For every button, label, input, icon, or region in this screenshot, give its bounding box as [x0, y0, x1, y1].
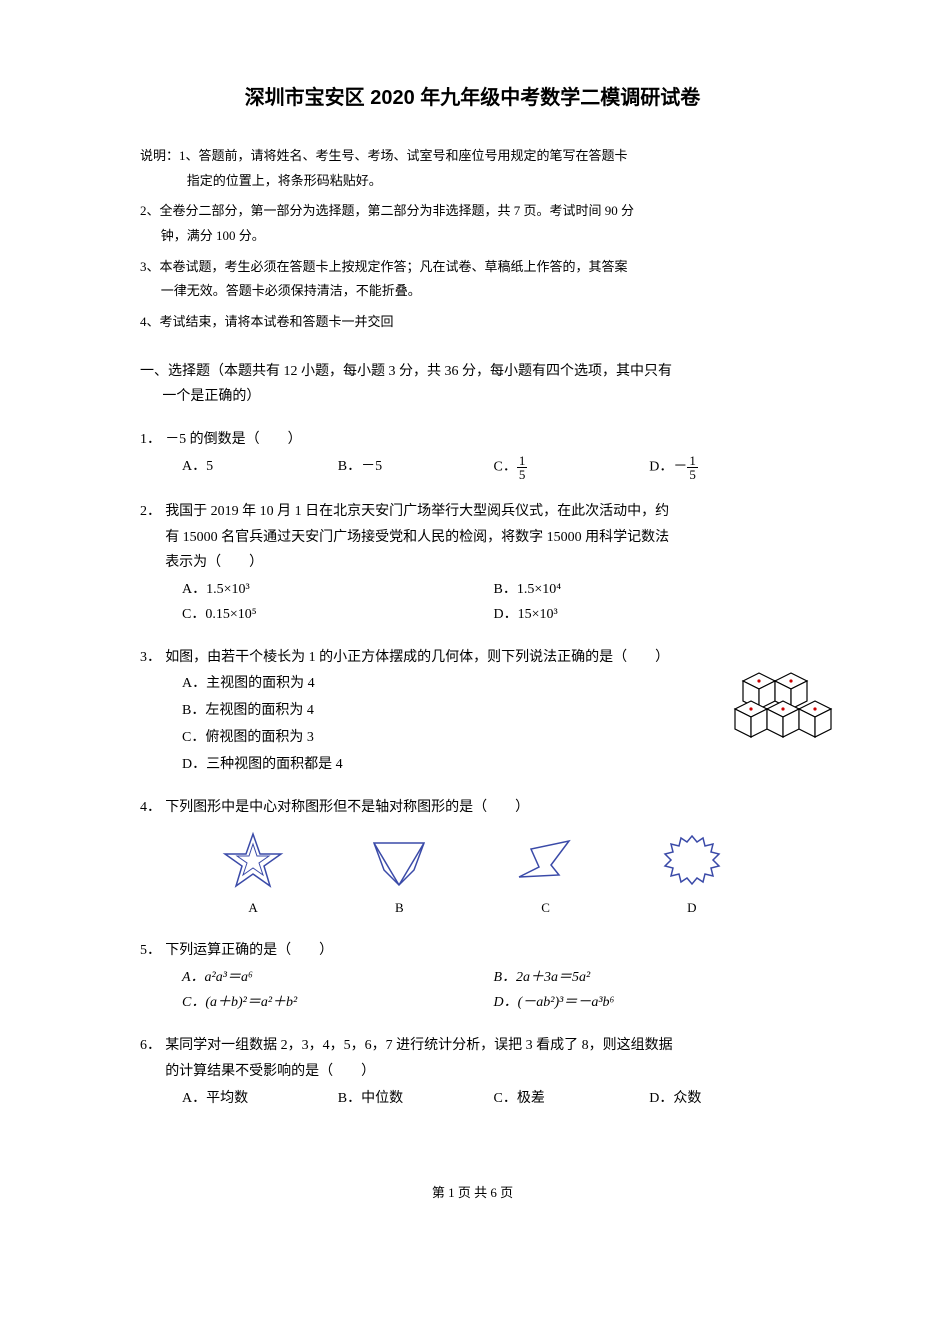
instruction-3: 3、本卷试题，考生必须在答题卡上按规定作答；凡在试卷、草稿纸上作答的，其答案 一…: [140, 255, 805, 304]
option-b: B．2a＋3a＝5a²: [494, 965, 806, 990]
question-2: 2．我国于 2019 年 10 月 1 日在北京天安门广场举行大型阅兵仪式，在此…: [140, 499, 805, 627]
question-number: 2．: [140, 499, 165, 524]
instruction-text: 考试结束，请将本试卷和答题卡一并交回: [160, 314, 394, 329]
option-d: D．(－ab²)³＝－a³b⁶: [494, 990, 806, 1015]
question-1: 1．－5 的倒数是（ ） A．5 B．－5 C．15 D．－15: [140, 427, 805, 481]
option-a: A．主视图的面积为 4: [182, 671, 805, 696]
instruction-num: 1、: [179, 148, 199, 163]
question-stem-cont: 表示为（ ）: [140, 550, 805, 575]
option-d: D．众数: [649, 1086, 805, 1111]
option-b: B．－5: [338, 454, 494, 481]
question-4: 4．下列图形中是中心对称图形但不是轴对称图形的是（ ） A B C: [140, 795, 805, 920]
option-c: C．15: [494, 454, 650, 481]
option-c: C．(a＋b)²＝a²＋b²: [182, 990, 494, 1015]
figure-label: D: [687, 896, 696, 919]
instruction-text-cont: 一律无效。答题卡必须保持清洁，不能折叠。: [140, 279, 805, 304]
instruction-num: 2、: [140, 203, 160, 218]
question-3: 3．如图，由若干个棱长为 1 的小正方体摆成的几何体，则下列说法正确的是（ ） …: [140, 645, 805, 777]
instruction-2: 2、全卷分二部分，第一部分为选择题，第二部分为非选择题，共 7 页。考试时间 9…: [140, 199, 805, 248]
question-stem-cont: 的计算结果不受影响的是（ ）: [140, 1059, 805, 1084]
section-heading-line1: 一、选择题（本题共有 12 小题，每小题 3 分，共 36 分，每小题有四个选项…: [140, 359, 805, 384]
page-footer: 第 1 页 共 6 页: [140, 1181, 805, 1204]
options: A．5 B．－5 C．15 D．－15: [140, 454, 805, 481]
options: A．1.5×10³ B．1.5×10⁴ C．0.15×10⁵ D．15×10³: [140, 577, 805, 627]
option-c-label: C．: [494, 460, 517, 475]
instructions-block: 说明：1、答题前，请将姓名、考生号、考场、试室号和座位号用规定的笔写在答题卡 指…: [140, 144, 805, 335]
question-stem: 下列图形中是中心对称图形但不是轴对称图形的是（ ）: [165, 800, 529, 815]
option-c: C．俯视图的面积为 3: [182, 725, 805, 750]
question-5: 5．下列运算正确的是（ ） A．a²a³＝a⁶ B．2a＋3a＝5a² C．(a…: [140, 938, 805, 1016]
instruction-1: 说明：1、答题前，请将姓名、考生号、考场、试室号和座位号用规定的笔写在答题卡 指…: [140, 144, 805, 193]
option-a: A．1.5×10³: [182, 577, 494, 602]
option-d: D．三种视图的面积都是 4: [182, 752, 805, 777]
figure-options: A B C D: [140, 820, 805, 919]
instruction-num: 3、: [140, 259, 160, 274]
question-stem-cont: 有 15000 名官兵通过天安门广场接受党和人民的检阅，将数字 15000 用科…: [140, 525, 805, 550]
figure-d: D: [637, 830, 747, 919]
instruction-text: 本卷试题，考生必须在答题卡上按规定作答；凡在试卷、草稿纸上作答的，其答案: [160, 259, 628, 274]
question-number: 5．: [140, 938, 165, 963]
options: A．主视图的面积为 4 B．左视图的面积为 4 C．俯视图的面积为 3 D．三种…: [140, 671, 805, 778]
option-b: B．1.5×10⁴: [494, 577, 806, 602]
option-a: A．a²a³＝a⁶: [182, 965, 494, 990]
cubes-figure: [725, 663, 835, 743]
figure-b: B: [344, 835, 454, 919]
figure-c: C: [491, 835, 601, 919]
figure-label: B: [395, 896, 404, 919]
section-heading-line2: 一个是正确的）: [140, 384, 805, 409]
instruction-text-cont: 指定的位置上，将条形码粘贴好。: [140, 169, 805, 194]
question-stem: 如图，由若干个棱长为 1 的小正方体摆成的几何体，则下列说法正确的是（ ）: [165, 650, 669, 665]
question-number: 1．: [140, 427, 165, 452]
option-a: A．平均数: [182, 1086, 338, 1111]
instruction-text: 全卷分二部分，第一部分为选择题，第二部分为非选择题，共 7 页。考试时间 90 …: [160, 203, 635, 218]
question-number: 6．: [140, 1033, 165, 1058]
options: A．a²a³＝a⁶ B．2a＋3a＝5a² C．(a＋b)²＝a²＋b² D．(…: [140, 965, 805, 1015]
fraction-icon: 15: [687, 454, 698, 481]
instruction-text: 答题前，请将姓名、考生号、考场、试室号和座位号用规定的笔写在答题卡: [199, 148, 628, 163]
options: A．平均数 B．中位数 C．极差 D．众数: [140, 1086, 805, 1111]
question-stem: 下列运算正确的是（ ）: [165, 943, 333, 958]
question-number: 3．: [140, 645, 165, 670]
instruction-prefix: 说明：: [140, 148, 179, 163]
figure-a: A: [198, 830, 308, 919]
question-stem: 我国于 2019 年 10 月 1 日在北京天安门广场举行大型阅兵仪式，在此次活…: [165, 504, 669, 519]
question-stem: 某同学对一组数据 2，3，4，5，6，7 进行统计分析，误把 3 看成了 8，则…: [165, 1038, 673, 1053]
instruction-4: 4、考试结束，请将本试卷和答题卡一并交回: [140, 310, 805, 335]
figure-label: C: [541, 896, 550, 919]
option-d-label: D．: [649, 460, 673, 475]
page-title: 深圳市宝安区 2020 年九年级中考数学二模调研试卷: [140, 80, 805, 116]
section-1-heading: 一、选择题（本题共有 12 小题，每小题 3 分，共 36 分，每小题有四个选项…: [140, 359, 805, 409]
option-d: D．－15: [649, 454, 805, 481]
option-d: D．15×10³: [494, 602, 806, 627]
question-stem: －5 的倒数是（ ）: [165, 432, 302, 447]
option-a: A．5: [182, 454, 338, 481]
instruction-num: 4、: [140, 314, 160, 329]
fraction-icon: 15: [517, 454, 528, 481]
question-number: 4．: [140, 795, 165, 820]
question-6: 6．某同学对一组数据 2，3，4，5，6，7 进行统计分析，误把 3 看成了 8…: [140, 1033, 805, 1111]
option-b: B．左视图的面积为 4: [182, 698, 805, 723]
instruction-text-cont: 钟，满分 100 分。: [140, 224, 805, 249]
figure-label: A: [248, 896, 257, 919]
option-c: C．极差: [494, 1086, 650, 1111]
option-b: B．中位数: [338, 1086, 494, 1111]
option-c: C．0.15×10⁵: [182, 602, 494, 627]
